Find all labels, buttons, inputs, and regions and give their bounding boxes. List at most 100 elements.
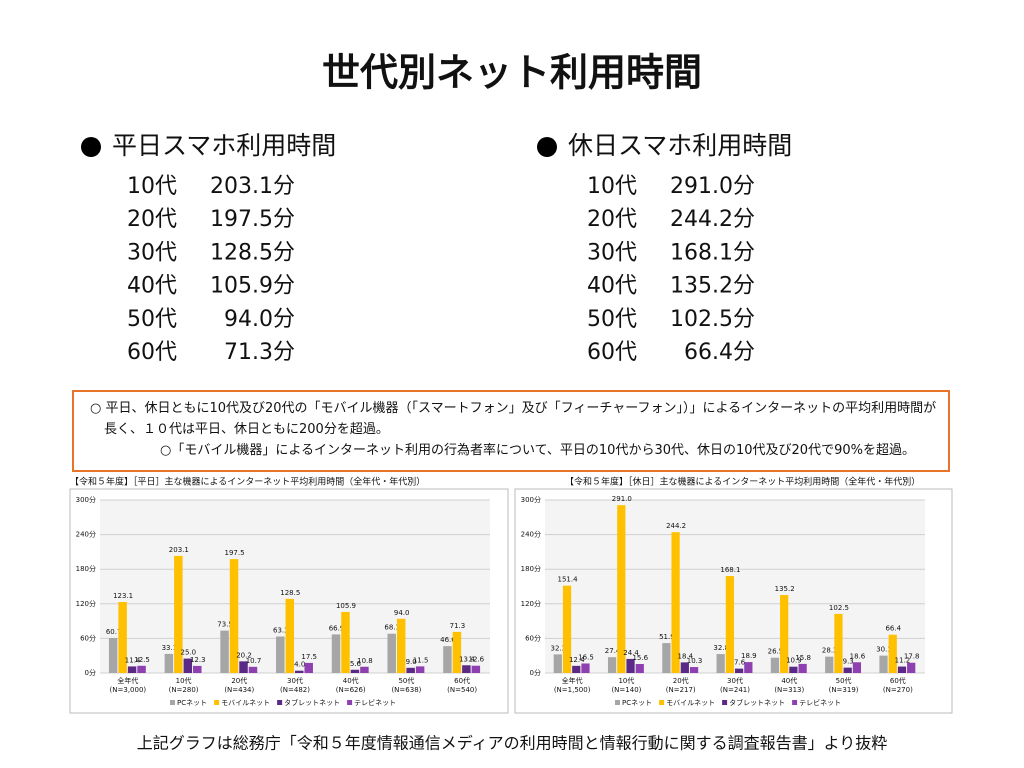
legend-label: モバイルネット bbox=[221, 699, 270, 707]
bar bbox=[825, 656, 834, 673]
note-line: ○「モバイル機器」によるインターネット利用の行為者率について、平日の10代から3… bbox=[160, 443, 915, 458]
time-value: 135.2分 bbox=[670, 274, 755, 299]
bar bbox=[897, 666, 907, 673]
source-note: 上記グラフは総務庁「令和５年度情報通信メディアの利用時間と情報行動に関する調査報… bbox=[137, 734, 888, 753]
bar bbox=[137, 665, 146, 673]
x-tick-label: 30代 bbox=[727, 676, 743, 685]
data-label: 12.4 bbox=[569, 656, 585, 664]
x-tick-label: 20代 bbox=[231, 676, 247, 685]
data-label: 60.7 bbox=[106, 628, 122, 636]
bar bbox=[229, 559, 239, 673]
data-label: 17.8 bbox=[904, 653, 920, 661]
data-label: 10.8 bbox=[357, 657, 373, 665]
bar bbox=[360, 666, 369, 673]
bar bbox=[798, 663, 807, 673]
data-label: 151.4 bbox=[558, 576, 579, 584]
age-label: 60代 bbox=[127, 340, 177, 365]
legend-swatch bbox=[277, 700, 283, 705]
bar bbox=[471, 665, 481, 673]
legend-swatch bbox=[722, 700, 728, 705]
data-label: 63.3 bbox=[273, 626, 289, 634]
data-label: 4.0 bbox=[294, 661, 305, 669]
age-label: 10代 bbox=[127, 174, 177, 199]
y-tick-label: 0分 bbox=[85, 668, 96, 677]
legend-label: PCネット bbox=[177, 699, 207, 707]
bar bbox=[127, 666, 137, 673]
bar bbox=[350, 669, 360, 673]
bar bbox=[239, 661, 248, 673]
data-label: 32.3 bbox=[551, 644, 567, 652]
x-tick-note: (N=540) bbox=[447, 686, 477, 694]
data-label: 32.8 bbox=[713, 644, 729, 652]
bullet bbox=[81, 137, 101, 157]
bar bbox=[406, 667, 415, 673]
x-tick-label: 60代 bbox=[890, 676, 906, 685]
x-tick-note: (N=140) bbox=[611, 686, 641, 694]
bullet bbox=[537, 137, 557, 157]
x-tick-label: 50代 bbox=[398, 676, 414, 685]
y-tick-label: 60分 bbox=[525, 633, 541, 642]
bar bbox=[553, 654, 562, 673]
y-tick-label: 120分 bbox=[76, 599, 96, 608]
age-label: 40代 bbox=[587, 274, 637, 299]
data-label: 7.6 bbox=[734, 659, 746, 667]
time-value: 102.5分 bbox=[670, 307, 755, 332]
bar bbox=[452, 631, 462, 673]
bar bbox=[183, 658, 193, 673]
y-tick-label: 180分 bbox=[521, 564, 541, 573]
bar bbox=[716, 654, 725, 673]
data-label: 12.5 bbox=[134, 656, 150, 664]
age-label: 50代 bbox=[587, 307, 637, 332]
x-tick-note: (N=241) bbox=[720, 686, 750, 694]
data-label: 105.9 bbox=[336, 602, 356, 610]
bar bbox=[662, 643, 671, 673]
data-label: 68.1 bbox=[384, 624, 400, 632]
bar bbox=[443, 646, 452, 673]
x-tick-note: (N=434) bbox=[224, 686, 254, 694]
bar bbox=[725, 576, 734, 673]
data-label: 11.4 bbox=[125, 656, 141, 664]
data-label: 71.3 bbox=[450, 622, 466, 630]
y-tick-label: 240分 bbox=[521, 530, 541, 539]
x-tick-note: (N=270) bbox=[883, 686, 913, 694]
bar bbox=[415, 666, 425, 673]
bar bbox=[331, 634, 341, 673]
data-label: 15.6 bbox=[632, 654, 648, 662]
bar bbox=[689, 667, 699, 673]
data-label: 27.4 bbox=[605, 647, 621, 655]
legend-swatch bbox=[792, 700, 798, 705]
bar bbox=[193, 665, 202, 673]
legend-label: モバイルネット bbox=[666, 699, 715, 707]
bar bbox=[285, 598, 294, 673]
time-value: 291.0分 bbox=[670, 174, 755, 199]
x-tick-label: 40代 bbox=[781, 676, 797, 685]
legend-swatch bbox=[214, 700, 220, 705]
data-label: 24.4 bbox=[623, 649, 639, 657]
data-label: 291.0 bbox=[612, 495, 632, 503]
bar bbox=[462, 665, 471, 673]
legend-label: PCネット bbox=[622, 699, 652, 707]
age-label: 40代 bbox=[127, 274, 177, 299]
x-tick-label: 10代 bbox=[176, 676, 192, 685]
bar bbox=[617, 505, 626, 673]
x-tick-label: 50代 bbox=[836, 676, 852, 685]
plot-area bbox=[545, 500, 925, 673]
data-label: 9.0 bbox=[406, 658, 417, 666]
legend-label: テレビネット bbox=[799, 698, 841, 707]
x-tick-label: 全年代 bbox=[117, 676, 138, 685]
bar bbox=[572, 665, 581, 673]
bar bbox=[834, 613, 843, 673]
data-label: 11.5 bbox=[413, 656, 429, 664]
age-label: 50代 bbox=[127, 307, 177, 332]
age-label: 30代 bbox=[127, 240, 177, 265]
bar bbox=[852, 662, 862, 673]
data-label: 10.7 bbox=[246, 657, 262, 665]
bar bbox=[735, 668, 744, 673]
bar bbox=[780, 595, 789, 673]
x-tick-label: 40代 bbox=[343, 676, 359, 685]
age-label: 10代 bbox=[587, 174, 637, 199]
data-label: 123.1 bbox=[113, 592, 133, 600]
x-tick-note: (N=319) bbox=[829, 686, 859, 694]
